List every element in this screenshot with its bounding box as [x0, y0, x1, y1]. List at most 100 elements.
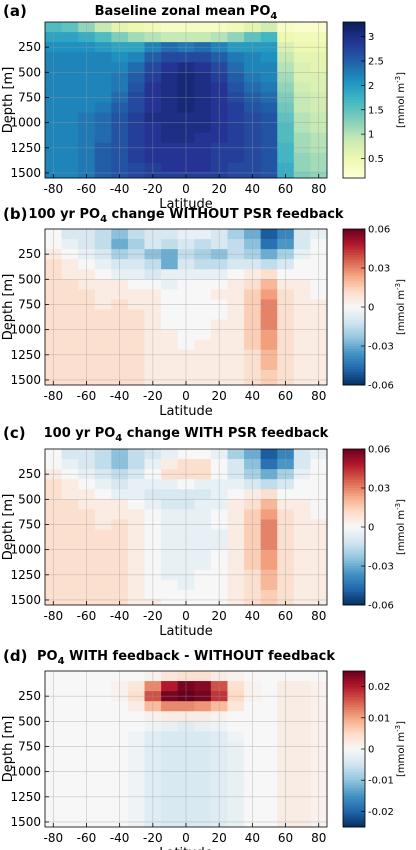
colorbar-segment — [343, 751, 365, 755]
heatmap-cell — [227, 579, 245, 591]
heatmap-cell — [161, 559, 179, 571]
colorbar-segment — [343, 772, 365, 776]
y-tick-label: 1000 — [10, 543, 41, 557]
heatmap-cell — [161, 509, 179, 520]
y-tick-label: 500 — [18, 65, 41, 79]
heatmap-cell — [260, 132, 278, 144]
heatmap-cell — [61, 112, 79, 124]
heatmap-cell — [127, 589, 145, 600]
heatmap-cell — [260, 339, 278, 351]
y-tick-label: 1500 — [10, 593, 41, 607]
heatmap-cell — [127, 329, 145, 341]
heatmap-cell — [127, 162, 145, 173]
heatmap-cell — [94, 279, 112, 290]
heatmap-cell — [194, 579, 212, 591]
colorbar-segment — [343, 456, 365, 460]
heatmap-cell — [227, 378, 245, 386]
heatmap-cell — [127, 359, 145, 371]
heatmap-cell — [260, 62, 278, 73]
colorbar-segment — [343, 514, 365, 517]
colorbar-segment — [343, 144, 365, 148]
heatmap-cell — [260, 479, 278, 490]
colorbar-segment — [343, 699, 365, 703]
heatmap-cell — [127, 112, 145, 124]
heatmap-cell — [94, 289, 112, 300]
colorbar-segment — [343, 477, 365, 481]
heatmap-cell — [293, 499, 311, 510]
colorbar-segment — [343, 296, 365, 300]
heatmap-cell — [260, 801, 278, 813]
colorbar-segment — [343, 485, 365, 489]
colorbar-segment — [343, 131, 365, 135]
heatmap-cell — [61, 671, 79, 682]
heatmap-cell — [61, 62, 79, 73]
heatmap-cell — [61, 279, 79, 290]
heatmap-cell — [161, 269, 179, 280]
colorbar: 0.06 0.03 0 -0.03 -0.06 [mmol m-3] — [342, 445, 407, 612]
heatmap-cell — [227, 811, 245, 822]
heatmap-cell — [94, 319, 112, 331]
colorbar-segment — [343, 710, 365, 713]
colorbar-segment — [343, 382, 365, 386]
heatmap-cell — [127, 339, 145, 351]
heatmap-cell — [260, 52, 278, 63]
heatmap-cell — [194, 269, 212, 280]
heatmap-cell — [94, 339, 112, 351]
heatmap-cell — [61, 579, 79, 591]
heatmap-cell — [227, 309, 245, 320]
heatmap-cell — [94, 152, 112, 164]
colorbar: 0.02 0.01 0 -0.01 -0.02 [mmol m-3] — [342, 670, 407, 828]
heatmap-cell — [260, 378, 278, 386]
heatmap-cell — [194, 309, 212, 320]
heatmap-cell — [94, 329, 112, 341]
colorbar-segment — [343, 71, 365, 75]
x-tick-label: 80 — [311, 831, 326, 845]
colorbar-segment — [343, 592, 365, 595]
heatmap-cell — [227, 589, 245, 600]
heatmap-cell — [61, 102, 79, 113]
colorbar-segment — [343, 808, 365, 812]
heatmap-cell — [94, 598, 112, 606]
colorbar-segment — [343, 317, 365, 321]
heatmap-cell — [293, 811, 311, 822]
heatmap-cell — [260, 721, 278, 732]
colorbar-segment — [343, 68, 365, 72]
heatmap-cell — [194, 378, 212, 386]
colorbar-segment — [343, 767, 365, 771]
heatmap-cell — [127, 781, 145, 793]
colorbar-segment — [343, 118, 365, 122]
colorbar-segment — [343, 728, 365, 732]
heatmap-cell — [293, 72, 311, 83]
heatmap-cell — [161, 529, 179, 540]
x-tick-label: 0 — [182, 182, 190, 196]
colorbar-segment — [343, 493, 365, 497]
colorbar-segment — [343, 66, 365, 70]
colorbar-segment — [343, 27, 365, 31]
colorbar-segment — [343, 157, 365, 161]
heatmap-cell — [161, 319, 179, 331]
heatmap-cell — [293, 259, 311, 270]
x-tick-label: 20 — [212, 182, 227, 196]
colorbar-segment — [343, 741, 365, 745]
heatmap-cell — [94, 579, 112, 591]
panel-title: PO4 WITH feedback - WITHOUT feedback — [37, 649, 335, 667]
heatmap-cell — [61, 229, 79, 240]
colorbar-segment — [343, 511, 365, 515]
x-tick-label: 80 — [311, 389, 326, 403]
x-tick-label: -80 — [43, 389, 63, 403]
heatmap-cell — [194, 711, 212, 722]
heatmap-cell — [293, 771, 311, 783]
colorbar-segment — [343, 707, 365, 711]
heatmap-cell — [227, 781, 245, 793]
colorbar-segment — [343, 762, 365, 765]
heatmap-cell — [61, 22, 79, 33]
colorbar-tick-label: -0.02 — [368, 807, 394, 818]
colorbar-segment — [343, 819, 365, 823]
x-tick-label: 60 — [278, 389, 293, 403]
heatmap-cell — [260, 171, 278, 179]
colorbar-segment — [343, 234, 365, 238]
y-axis-label: Depth [m] — [1, 716, 16, 783]
y-tick-label: 250 — [18, 247, 41, 261]
y-tick-label: 750 — [18, 739, 41, 753]
